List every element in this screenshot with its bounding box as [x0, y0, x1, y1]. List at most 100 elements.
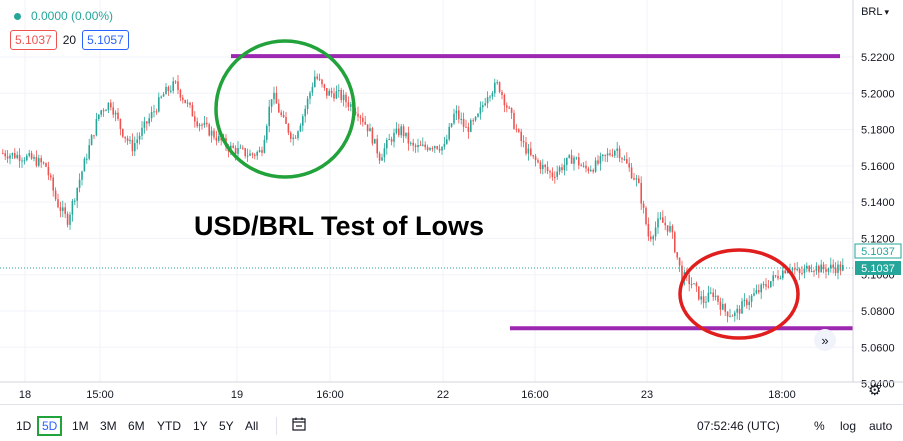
candle-body [705, 301, 707, 303]
candle-body [278, 103, 280, 113]
range-5d[interactable]: 5D [37, 416, 63, 436]
candle-body [808, 265, 810, 272]
candle-body [314, 76, 316, 87]
range-3m[interactable]: 3M [100, 419, 117, 433]
date-range-icon[interactable] [291, 416, 307, 435]
candle-body [544, 164, 546, 168]
time-tick: 16:00 [316, 389, 344, 401]
candle-body [292, 137, 294, 139]
candle-body [635, 178, 638, 180]
candle-body [287, 123, 290, 133]
candle-body [746, 299, 748, 306]
candle-body [146, 121, 148, 124]
candle-body [316, 76, 318, 79]
candle-body [285, 116, 287, 124]
candle-body [820, 264, 822, 273]
candle-body [357, 113, 359, 117]
currency-label: BRL [861, 6, 883, 18]
candle-body [594, 160, 597, 172]
candles [2, 70, 844, 323]
candle-body [441, 146, 443, 151]
range-1y[interactable]: 1Y [193, 419, 208, 433]
currency-selector[interactable]: BRL ▾ [861, 6, 889, 18]
ask-price[interactable]: 5.1057 [82, 30, 129, 50]
candle-body [309, 92, 311, 99]
bid-price[interactable]: 5.1037 [10, 30, 57, 50]
candle-body [282, 115, 285, 117]
time-tick: 19 [231, 389, 243, 401]
price-tick: 5.1400 [861, 197, 895, 209]
candle-body [834, 267, 837, 273]
candle-body [393, 132, 395, 142]
candle-body [112, 107, 114, 115]
candle-body [568, 155, 570, 158]
candle-body [482, 105, 484, 108]
candle-body [323, 84, 326, 88]
candle-body [448, 126, 450, 140]
candle-body [654, 227, 657, 237]
candle-body [642, 203, 645, 208]
chevron-down-icon: ▾ [884, 6, 889, 17]
ma-length: 20 [62, 33, 77, 47]
candle-body [796, 269, 798, 271]
candle-body [638, 178, 640, 183]
candle-body [585, 165, 587, 169]
candle-body [395, 128, 398, 133]
candle-body [107, 102, 110, 111]
candle-body [302, 116, 304, 126]
candle-body [47, 166, 50, 176]
log-toggle[interactable]: log [840, 419, 857, 433]
range-1d[interactable]: 1D [16, 419, 32, 433]
percent-toggle[interactable]: % [814, 419, 825, 433]
chart-header: 0.0000 (0.00%) 5.1037 20 5.1057 [10, 6, 129, 50]
candle-body [297, 131, 299, 138]
time-tick: 23 [641, 389, 653, 401]
candle-body [832, 264, 834, 268]
candle-body [64, 207, 66, 214]
bottom-toolbar: 1D 5D 1M 3M 6M YTD 1Y 5Y All 07:52:46 (U… [0, 404, 903, 441]
candle-body [45, 163, 47, 167]
time-tick: 16:00 [521, 389, 549, 401]
candle-body [549, 171, 551, 173]
auto-toggle[interactable]: auto [869, 419, 893, 433]
candle-body [822, 264, 825, 270]
candle-body [294, 137, 297, 139]
candle-body [81, 171, 83, 180]
candle-body [690, 284, 693, 286]
candle-body [422, 144, 424, 146]
price-tick: 5.1600 [861, 161, 895, 173]
candle-body [542, 164, 544, 170]
range-6m[interactable]: 6M [128, 419, 145, 433]
candle-body [770, 281, 772, 287]
candle-body [518, 129, 520, 132]
candle-body [736, 308, 738, 313]
gear-icon[interactable]: ⚙ [868, 382, 882, 399]
utc-clock[interactable]: 07:52:46 (UTC) [697, 419, 780, 433]
range-1m[interactable]: 1M [72, 419, 89, 433]
range-all[interactable]: All [245, 419, 259, 433]
scroll-right-button[interactable] [814, 329, 836, 351]
candle-body [462, 118, 465, 127]
candle-body [186, 102, 189, 104]
candle-body [318, 78, 321, 80]
candle-body [390, 139, 393, 142]
range-5y[interactable]: 5Y [219, 419, 234, 433]
candle-body [69, 214, 71, 225]
candle-body [328, 90, 330, 96]
candle-body [743, 299, 746, 302]
candle-body [177, 81, 179, 90]
time-axis[interactable]: 18 15:00 19 16:00 22 16:00 23 18:00 [0, 381, 903, 401]
range-ytd[interactable]: YTD [157, 419, 181, 433]
candle-body [83, 158, 86, 172]
candle-body [695, 283, 698, 287]
candle-body [162, 94, 165, 97]
candle-body [520, 131, 522, 142]
candle-body [93, 135, 95, 137]
candle-body [738, 308, 741, 314]
candle-body [86, 158, 88, 160]
last-price-tag [855, 261, 901, 276]
price-axis[interactable]: 5.22005.20005.18005.16005.14005.12005.10… [852, 0, 902, 391]
candle-body [647, 223, 650, 237]
candle-body [191, 104, 194, 117]
